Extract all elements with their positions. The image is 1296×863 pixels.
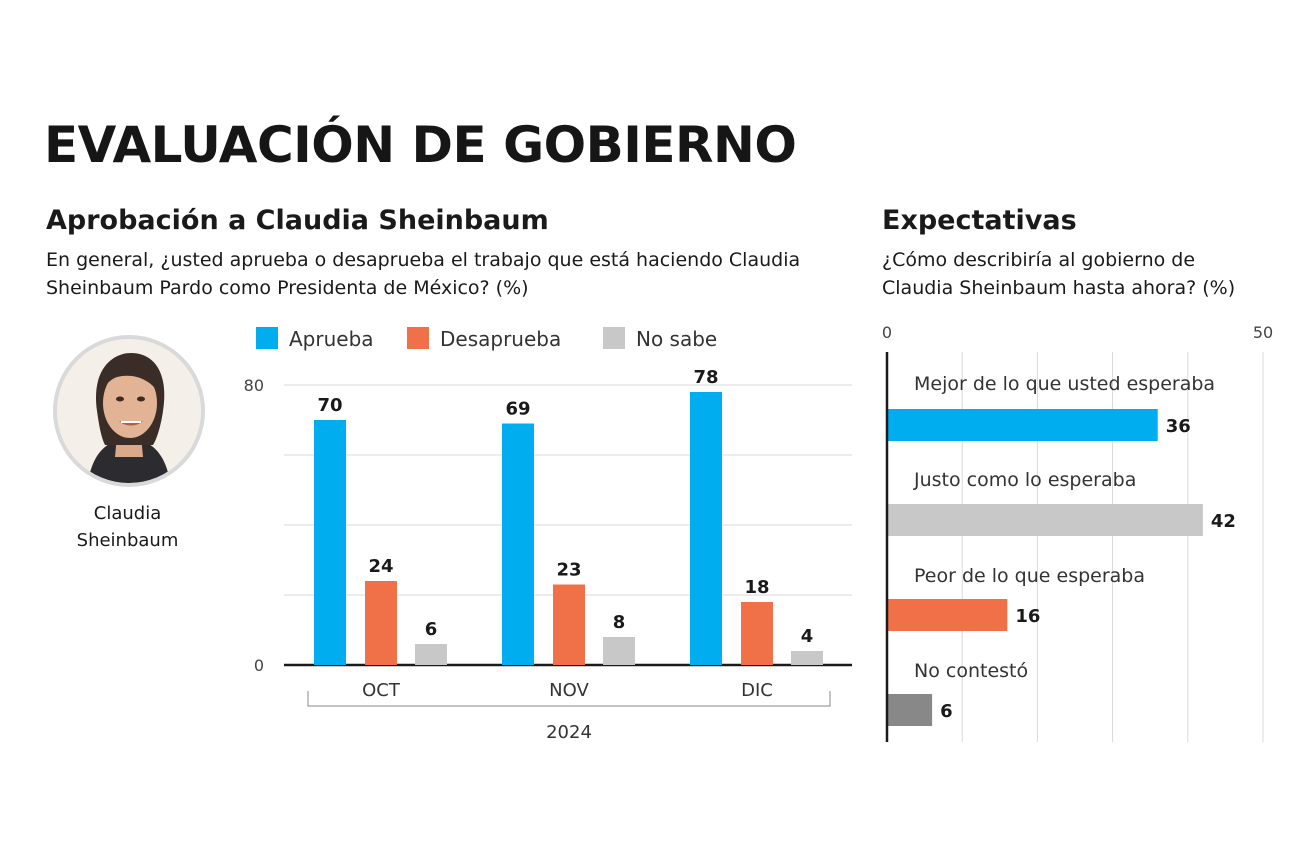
data-label: 42 bbox=[1211, 511, 1236, 532]
bar-aprueba-dic bbox=[690, 392, 722, 665]
x-tick-label: 50 bbox=[1253, 323, 1273, 342]
page-title: EVALUACIÓN DE GOBIERNO bbox=[44, 116, 797, 174]
category-label: Peor de lo que esperaba bbox=[914, 565, 1145, 587]
person-name-line1: Claudia bbox=[93, 503, 162, 524]
bar-desaprueba-oct bbox=[365, 581, 397, 665]
data-label: 8 bbox=[613, 612, 626, 633]
x-tick-label: OCT bbox=[362, 680, 401, 701]
bar-desaprueba-dic bbox=[741, 602, 773, 665]
legend-swatch-aprueba bbox=[256, 327, 278, 349]
portrait-photo bbox=[53, 335, 205, 487]
bar-no-contesto bbox=[887, 694, 933, 726]
bar-justo-como-lo-esperaba bbox=[887, 504, 1203, 536]
bar-no-sabe-nov bbox=[603, 637, 635, 665]
legend-swatch-desaprueba bbox=[407, 327, 429, 349]
bar-aprueba-oct bbox=[314, 420, 346, 665]
bar-no-sabe-oct bbox=[415, 644, 447, 665]
person-caption: Claudia Sheinbaum bbox=[40, 500, 215, 554]
y-tick-label: 0 bbox=[254, 656, 264, 675]
expectations-bar-chart: 0 50 Mejor de lo que usted esperaba 36 Justo… bbox=[882, 323, 1273, 742]
expectations-heading: Expectativas bbox=[882, 205, 1077, 236]
data-label: 4 bbox=[801, 626, 814, 647]
x-tick-label: NOV bbox=[549, 680, 589, 701]
legend-swatch-no-sabe bbox=[603, 327, 625, 349]
data-label: 70 bbox=[317, 395, 342, 416]
y-tick-label: 80 bbox=[244, 376, 264, 395]
bar-no-sabe-dic bbox=[791, 651, 823, 665]
bar-aprueba-nov bbox=[502, 423, 534, 665]
data-label: 24 bbox=[368, 556, 393, 577]
category-label: No contestó bbox=[914, 660, 1028, 682]
bar-desaprueba-nov bbox=[553, 584, 585, 665]
data-label: 16 bbox=[1015, 606, 1040, 627]
data-label: 78 bbox=[693, 367, 718, 388]
data-label: 23 bbox=[556, 560, 581, 581]
portrait-illustration bbox=[57, 339, 201, 483]
approval-heading: Aprobación a Claudia Sheinbaum bbox=[46, 205, 549, 236]
x-tick-label: 0 bbox=[882, 323, 892, 342]
category-label: Justo como lo esperaba bbox=[913, 469, 1136, 491]
bar-mejor-de-lo-que-usted-esperaba bbox=[887, 409, 1158, 441]
legend-label-aprueba: Aprueba bbox=[289, 327, 374, 351]
data-label: 6 bbox=[425, 619, 438, 640]
year-label: 2024 bbox=[546, 722, 592, 743]
person-name-line2: Sheinbaum bbox=[76, 530, 179, 551]
legend-label-no-sabe: No sabe bbox=[636, 327, 718, 351]
bar-peor-de-lo-que-esperaba bbox=[887, 599, 1008, 631]
data-label: 6 bbox=[940, 701, 953, 722]
data-label: 69 bbox=[505, 399, 530, 420]
legend-label-desaprueba: Desaprueba bbox=[440, 327, 562, 351]
expectations-question: ¿Cómo describiría al gobierno de Claudia… bbox=[882, 249, 1236, 299]
approval-question: En general, ¿usted aprueba o desaprueba … bbox=[46, 249, 801, 299]
x-tick-label: DIC bbox=[741, 680, 773, 701]
data-label: 18 bbox=[744, 577, 769, 598]
year-bracket bbox=[307, 691, 831, 707]
approval-bar-chart: 80 0 70 24 6 OCT 69 23 8 NOV 78 18 4 DIC 2024 bbox=[244, 367, 852, 743]
category-label: Mejor de lo que usted esperaba bbox=[914, 373, 1215, 395]
data-label: 36 bbox=[1166, 416, 1191, 437]
